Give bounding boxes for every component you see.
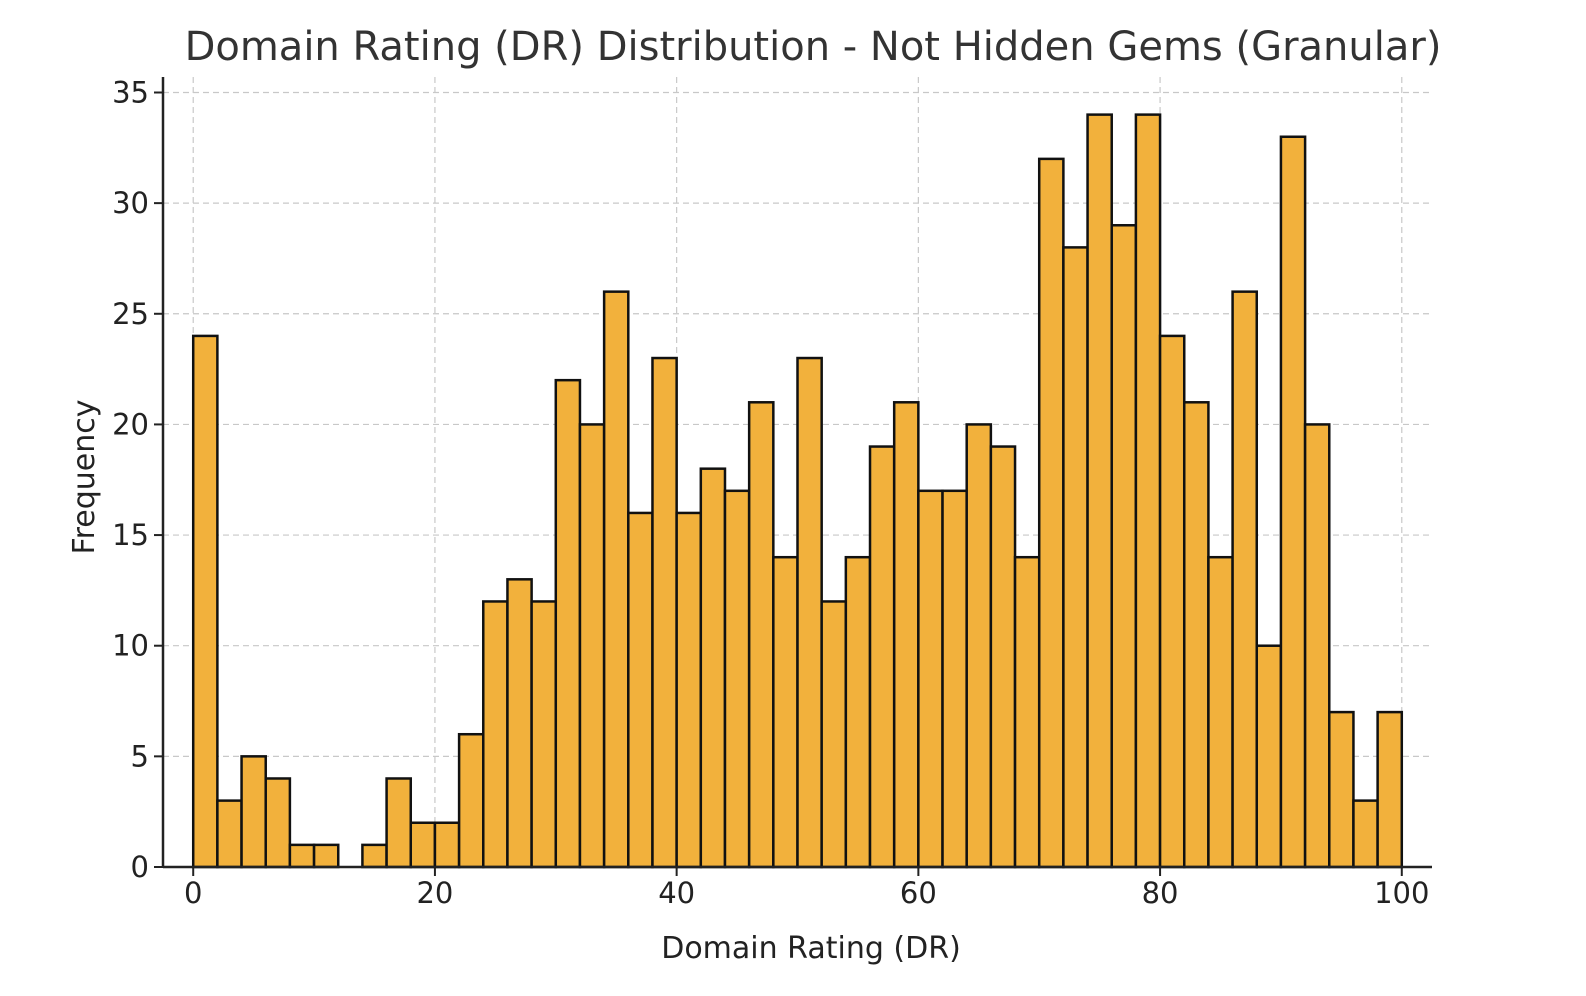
- histogram-bar: [1376, 710, 1404, 869]
- histogram-bar: [1013, 555, 1041, 869]
- chart-title: Domain Rating (DR) Distribution - Not Hi…: [185, 24, 1442, 70]
- histogram-bar: [216, 799, 243, 869]
- x-tick-label: 40: [658, 876, 695, 910]
- histogram-bar: [506, 578, 533, 869]
- y-tick-label: 20: [112, 407, 149, 441]
- histogram-bar: [675, 511, 703, 869]
- histogram-bar: [433, 821, 461, 869]
- histogram-bar: [1255, 644, 1283, 869]
- histogram-bar: [1158, 334, 1186, 869]
- histogram-bar: [1134, 113, 1162, 869]
- histogram-bar: [699, 467, 727, 869]
- y-tick-label: 35: [112, 75, 149, 109]
- y-tick-label: 0: [131, 850, 149, 884]
- histogram-bar: [1303, 423, 1331, 869]
- x-tick-label: 0: [184, 876, 202, 910]
- y-tick-label: 5: [131, 739, 149, 773]
- histogram-bar: [1182, 401, 1210, 869]
- histogram-bar: [1207, 555, 1234, 869]
- histogram-bar: [1352, 799, 1379, 869]
- histogram-bar: [723, 489, 751, 869]
- histogram-bar: [989, 445, 1017, 869]
- histogram-bar: [651, 356, 678, 869]
- x-tick-label: 20: [416, 876, 453, 910]
- histogram-bar: [1062, 246, 1089, 869]
- histogram-bar: [288, 843, 316, 869]
- y-axis-label: Frequency: [67, 400, 102, 555]
- histogram-bar: [941, 489, 968, 869]
- histogram-bar: [747, 401, 775, 869]
- histogram-bar: [554, 378, 582, 869]
- histogram-bar: [312, 843, 340, 869]
- histogram-bar: [1110, 224, 1138, 869]
- histogram-bar: [772, 555, 799, 869]
- histogram-bar: [868, 445, 896, 869]
- tick-labels: 0 5 10 15 20 25 30 35 0 20 40 60 80 100: [112, 75, 1429, 910]
- histogram-bar: [385, 777, 413, 869]
- histogram-bar: [1279, 135, 1307, 869]
- histogram-bar: [965, 423, 993, 869]
- axes: [161, 77, 1432, 869]
- histogram-bar: [578, 423, 606, 869]
- histogram-bar: [1037, 157, 1065, 869]
- x-tick-label: 80: [1142, 876, 1179, 910]
- histogram-bar: [1086, 113, 1113, 869]
- histogram-bar: [409, 821, 437, 869]
- y-tick-label: 30: [112, 186, 149, 220]
- histogram-bar: [602, 290, 630, 869]
- y-tick-label: 10: [112, 629, 149, 663]
- y-tick-label: 15: [112, 518, 149, 552]
- histogram-bar: [892, 401, 920, 869]
- histogram-bar: [530, 600, 558, 869]
- histogram-bar: [1231, 290, 1259, 869]
- histogram-bar: [482, 600, 509, 869]
- histogram-bar: [627, 511, 654, 869]
- x-tick-label: 60: [900, 876, 937, 910]
- histogram-bar: [264, 777, 292, 869]
- histogram-bar: [820, 600, 848, 869]
- histogram-bar: [361, 843, 388, 869]
- histogram-bar: [457, 732, 485, 869]
- histogram-bar: [917, 489, 944, 869]
- x-tick-label: 100: [1374, 876, 1429, 910]
- histogram-bar: [240, 755, 267, 869]
- y-tick-label: 25: [112, 297, 149, 331]
- x-axis-label: Domain Rating (DR): [661, 931, 961, 966]
- histogram-bar: [191, 334, 219, 869]
- histogram-bar: [1328, 710, 1355, 869]
- histogram-bar: [796, 356, 823, 869]
- bars: [191, 113, 1404, 869]
- histogram-bar: [844, 555, 872, 869]
